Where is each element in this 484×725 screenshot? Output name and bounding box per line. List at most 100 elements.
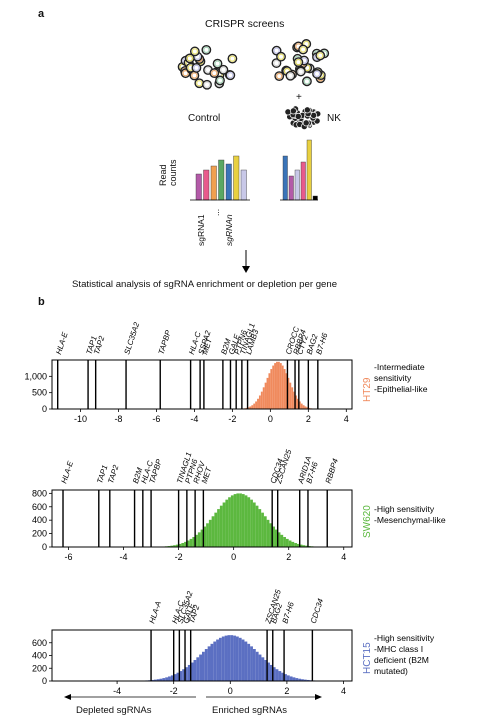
histogram-bar xyxy=(244,641,248,681)
histogram-bar xyxy=(176,672,180,681)
histogram-bar xyxy=(252,502,256,547)
histogram-bar xyxy=(204,649,208,681)
histogram-bar xyxy=(299,544,303,547)
histogram-bar xyxy=(263,516,267,547)
histogram-bar xyxy=(288,540,292,547)
histogram-bar xyxy=(250,499,253,547)
histogram-bar xyxy=(214,512,218,547)
gene-label-tapbp: TAPBP xyxy=(157,328,174,355)
x-tick-label: 0 xyxy=(228,686,233,696)
x-tick-label: 0 xyxy=(268,414,273,424)
tumor-cell xyxy=(295,66,306,77)
histogram-bar xyxy=(280,534,284,547)
histogram-bar xyxy=(219,505,223,547)
phenotype-note: sensitivity xyxy=(374,373,412,383)
histogram-bar xyxy=(305,545,308,547)
histogram-bar xyxy=(275,669,279,681)
histogram-bar xyxy=(247,643,251,681)
x-tick-label: -10 xyxy=(74,414,87,424)
histogram-bar xyxy=(301,679,304,681)
histogram-bar xyxy=(225,499,229,547)
y-tick-label: 200 xyxy=(32,663,47,673)
histogram-bar xyxy=(260,391,263,409)
histogram-bar xyxy=(270,369,273,409)
histogram-bar xyxy=(261,657,265,681)
histogram-bar xyxy=(255,651,259,681)
histogram-bar xyxy=(274,529,278,547)
histogram-bars xyxy=(139,635,321,681)
y-tick-label: 800 xyxy=(32,488,47,498)
nk-cell-cluster xyxy=(271,39,330,87)
tumor-cell xyxy=(312,68,322,79)
histogram-bar xyxy=(165,677,169,681)
cell-line-label: HCT15 xyxy=(362,642,373,674)
histogram-bar xyxy=(173,545,176,547)
histogram-bar xyxy=(258,395,261,409)
panel-a: a CRISPR screens + Control NK Read count… xyxy=(0,0,484,300)
histogram-bars xyxy=(241,361,315,409)
y-tick-label: 1,000 xyxy=(24,371,47,381)
histogram-bar xyxy=(192,537,196,547)
depleted-arrow-head xyxy=(64,694,71,700)
tumor-cell xyxy=(285,70,296,81)
tumor-cell xyxy=(225,70,236,81)
cell-line-label: HT29 xyxy=(362,377,373,402)
tumor-cell xyxy=(194,78,205,89)
histogram-bar xyxy=(181,542,185,547)
histogram-bar xyxy=(292,677,296,681)
gene-label-b7-h6: B7-H6 xyxy=(280,600,296,624)
x-tick-label: 4 xyxy=(341,686,346,696)
histogram-bar xyxy=(286,675,290,681)
nk-cell xyxy=(303,106,311,114)
histogram-bar xyxy=(203,526,207,547)
histogram-bar xyxy=(281,365,284,409)
x-tick-label: 2 xyxy=(284,686,289,696)
y-tick-label: 500 xyxy=(32,388,47,398)
histogram-bar xyxy=(236,493,240,547)
gene-label-cdc34: CDC34 xyxy=(309,597,326,625)
histogram-bar xyxy=(264,659,268,681)
histogram-bar xyxy=(228,497,231,547)
nk-label: NK xyxy=(327,113,341,124)
histogram-bar xyxy=(245,407,248,409)
histogram-bar xyxy=(241,639,245,681)
histogram-bar xyxy=(196,657,200,681)
histogram-bar xyxy=(187,664,191,681)
arrow-caption: Statistical analysis of sgRNA enrichment… xyxy=(72,279,338,290)
histogram-bar xyxy=(272,365,275,409)
y-tick-label: 400 xyxy=(32,515,47,525)
plot-frame xyxy=(51,359,353,410)
histogram-bar xyxy=(281,672,285,681)
histogram-bar xyxy=(272,526,275,547)
histogram-bar xyxy=(189,538,193,547)
histogram-bar xyxy=(255,401,258,409)
histogram-bar xyxy=(202,651,205,681)
histogram-bar xyxy=(276,361,278,409)
histogram-bar xyxy=(306,679,310,681)
histogram-bar xyxy=(173,674,177,681)
histogram-bar xyxy=(178,543,182,547)
tumor-cell xyxy=(189,46,200,57)
histogram-bar xyxy=(249,406,252,409)
tumor-cell xyxy=(184,53,195,64)
histogram-bar xyxy=(287,377,290,409)
histogram-bar xyxy=(283,369,286,409)
tumor-cell xyxy=(201,44,212,55)
x-tick-label: 4 xyxy=(344,414,349,424)
cell-line-label: SW620 xyxy=(362,505,373,538)
histogram-bar xyxy=(190,662,194,681)
histogram-bar xyxy=(296,543,300,547)
phenotype-note: mutated) xyxy=(374,666,408,676)
tumor-cell xyxy=(212,58,223,69)
histogram-bar xyxy=(274,363,277,409)
phenotype-note: -Intermediate xyxy=(374,362,425,372)
histogram-bar xyxy=(264,382,267,409)
histogram-bar xyxy=(224,635,228,681)
x-tick-label: 4 xyxy=(341,552,346,562)
tumor-cell xyxy=(202,79,212,90)
histogram-bar xyxy=(218,637,222,681)
histogram-bar xyxy=(302,405,305,409)
